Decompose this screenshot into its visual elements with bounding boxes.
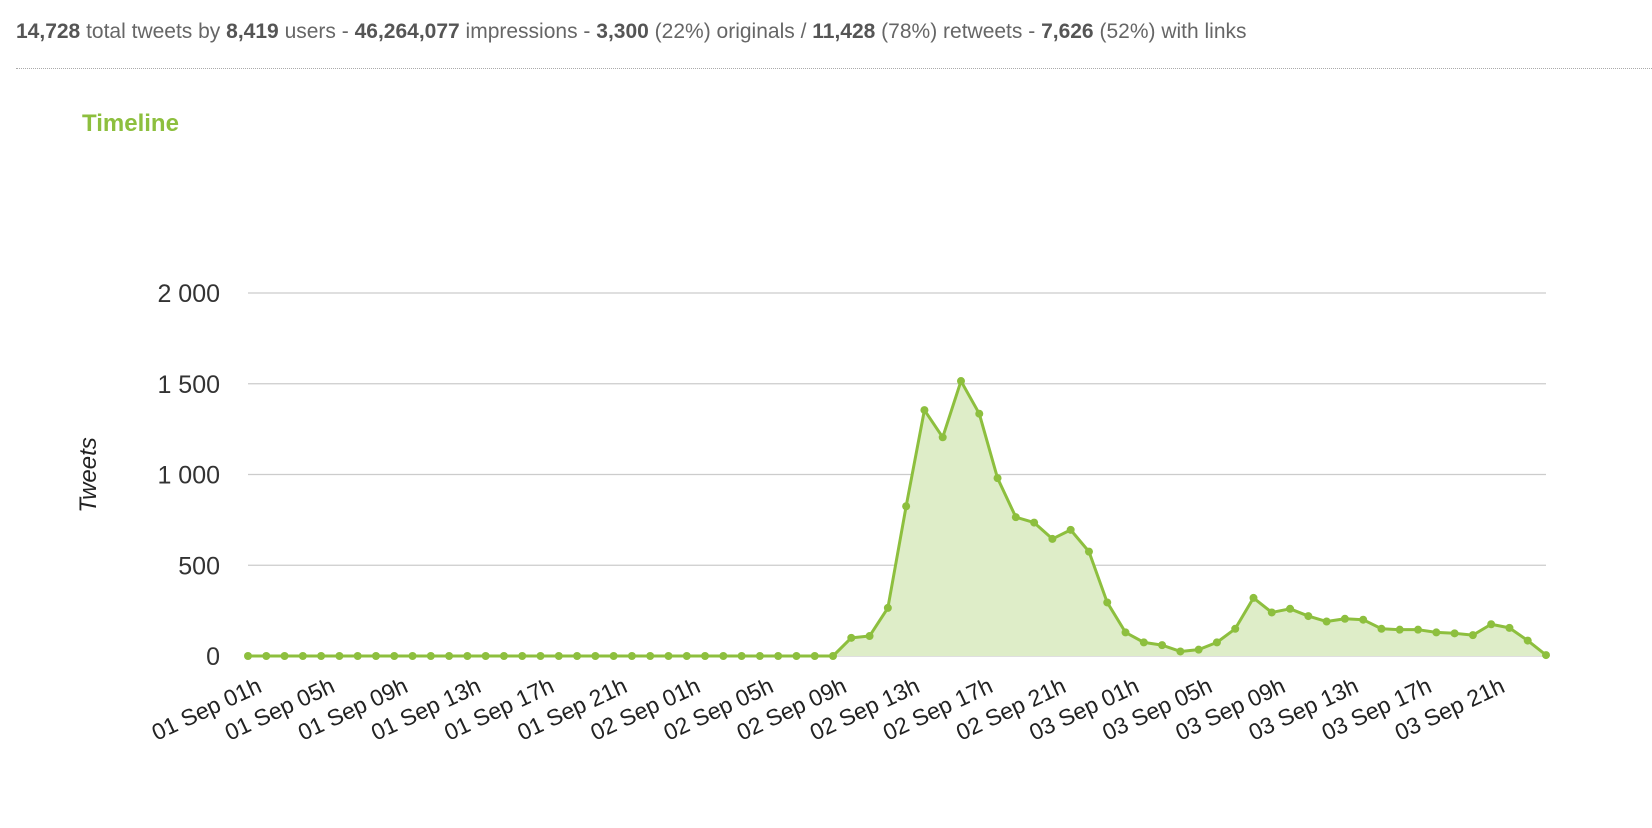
- y-tick-labels: 0 500 1 000 1 500 2 000: [157, 280, 220, 671]
- data-point: [1121, 628, 1130, 637]
- data-point: [1340, 614, 1349, 623]
- data-point: [1231, 624, 1240, 633]
- data-point: [1011, 513, 1020, 522]
- data-point: [1084, 547, 1093, 556]
- data-point: [847, 633, 856, 642]
- data-point: [1176, 647, 1185, 656]
- y-tick-label: 1 500: [157, 371, 220, 399]
- data-point: [317, 652, 326, 660]
- data-point: [865, 632, 874, 641]
- data-point: [1304, 612, 1313, 621]
- data-point: [353, 652, 362, 660]
- data-point: [792, 652, 801, 660]
- data-point: [390, 652, 399, 660]
- data-point: [664, 652, 673, 660]
- data-point: [371, 652, 380, 660]
- data-point: [737, 652, 746, 660]
- data-point: [920, 406, 929, 415]
- data-point: [298, 652, 307, 660]
- chart-title: Timeline: [82, 110, 179, 137]
- data-point: [335, 652, 344, 660]
- data-point: [408, 652, 417, 660]
- data-point: [1395, 625, 1404, 634]
- total-tweets-value: 14,728: [16, 20, 81, 43]
- data-point: [829, 652, 838, 660]
- data-point: [463, 652, 472, 660]
- data-point: [1414, 625, 1423, 634]
- data-point: [1468, 631, 1477, 640]
- data-point: [591, 652, 600, 660]
- data-point: [1249, 593, 1258, 602]
- data-point: [1212, 638, 1221, 647]
- dotted-divider: [16, 68, 1652, 69]
- data-point: [938, 433, 947, 442]
- data-point: [1505, 623, 1514, 632]
- data-point: [1450, 629, 1459, 638]
- data-point: [975, 409, 984, 418]
- series-area: [248, 381, 1546, 656]
- data-point: [499, 652, 508, 660]
- data-point: [646, 652, 655, 660]
- y-tick-label: 1 000: [157, 462, 220, 490]
- data-point: [1158, 641, 1167, 650]
- data-point: [262, 652, 271, 660]
- impressions-label: impressions -: [465, 20, 591, 43]
- summary-stats: 14,728 total tweets by 8,419 users - 46,…: [16, 20, 1247, 44]
- data-point: [993, 474, 1002, 483]
- data-point: [1286, 604, 1295, 613]
- data-point: [627, 652, 636, 660]
- links-value: 7,626: [1041, 20, 1094, 43]
- data-point: [1487, 620, 1496, 629]
- total-tweets-label: total tweets by: [86, 20, 221, 43]
- data-point: [1377, 624, 1386, 633]
- retweets-label: (78%) retweets -: [881, 20, 1036, 43]
- data-point: [719, 652, 728, 660]
- data-point: [755, 652, 764, 660]
- y-axis-label: Tweets: [75, 437, 102, 513]
- data-point: [682, 652, 691, 660]
- data-point: [883, 603, 892, 612]
- data-point: [1267, 608, 1276, 617]
- data-point: [536, 652, 545, 660]
- data-point: [902, 502, 911, 511]
- y-tick-label: 0: [206, 643, 220, 671]
- users-label: users -: [284, 20, 349, 43]
- originals-label: (22%) originals /: [654, 20, 807, 43]
- data-point: [774, 652, 783, 660]
- data-point: [1322, 617, 1331, 626]
- impressions-value: 46,264,077: [354, 20, 460, 43]
- y-tick-label: 2 000: [157, 280, 220, 308]
- data-point: [701, 652, 710, 660]
- data-point: [1542, 651, 1550, 660]
- series-points: [244, 377, 1550, 660]
- data-point: [1030, 518, 1039, 527]
- data-point: [1103, 598, 1112, 607]
- data-point: [1432, 628, 1441, 637]
- data-point: [426, 652, 435, 660]
- data-point: [280, 652, 289, 660]
- data-point: [1066, 525, 1075, 534]
- data-point: [609, 652, 618, 660]
- links-label: (52%) with links: [1099, 20, 1247, 43]
- retweets-value: 11,428: [812, 20, 876, 43]
- data-point: [481, 652, 490, 660]
- data-point: [518, 652, 527, 660]
- data-point: [956, 377, 965, 386]
- users-value: 8,419: [226, 20, 279, 43]
- data-point: [1194, 645, 1203, 654]
- y-tick-label: 500: [178, 552, 220, 580]
- data-point: [810, 652, 819, 660]
- data-point: [244, 652, 252, 660]
- data-point: [554, 652, 563, 660]
- data-point: [1523, 636, 1532, 645]
- data-point: [445, 652, 454, 660]
- data-point: [573, 652, 582, 660]
- data-point: [1139, 638, 1148, 647]
- data-point: [1359, 615, 1368, 624]
- originals-value: 3,300: [596, 20, 649, 43]
- data-point: [1048, 534, 1057, 543]
